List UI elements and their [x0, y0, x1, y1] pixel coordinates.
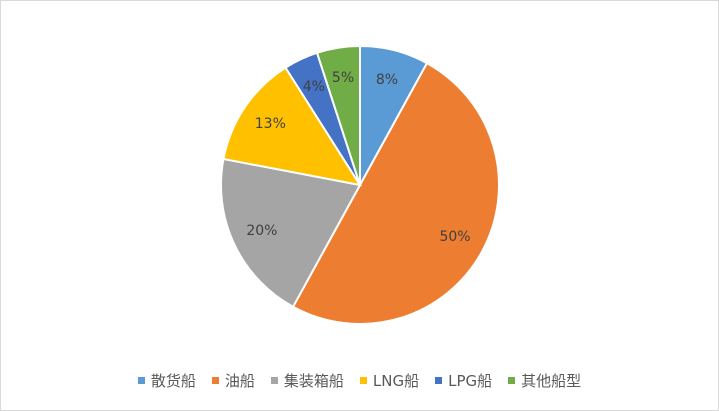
data-label-0: 8% — [376, 72, 398, 88]
data-label-1: 50% — [439, 229, 470, 245]
data-label-2: 20% — [246, 223, 277, 239]
legend-label-5: 其他船型 — [521, 372, 582, 390]
legend-swatch-4 — [435, 377, 443, 384]
legend-swatch-0 — [137, 377, 145, 384]
legend-item-1: 油船 — [211, 370, 255, 391]
legend-swatch-3 — [359, 377, 367, 384]
legend-item-2: 集装箱船 — [270, 370, 344, 391]
pie-slice-2 — [220, 157, 362, 309]
legend-label-4: LPG船 — [448, 372, 493, 390]
pie-slice-5 — [315, 44, 361, 186]
data-label-5: 5% — [332, 70, 354, 86]
legend-swatch-5 — [508, 377, 516, 384]
legend-label-2: 集装箱船 — [283, 372, 344, 390]
pie-slice-1 — [291, 61, 500, 325]
legend-item-4: LPG船 — [435, 370, 492, 391]
legend-swatch-2 — [270, 377, 278, 384]
pie-slice-3 — [222, 66, 363, 187]
legend-swatch-1 — [211, 377, 219, 384]
legend-label-3: LNG船 — [372, 372, 420, 390]
data-label-4: 4% — [303, 79, 325, 95]
legend-label-1: 油船 — [224, 372, 255, 390]
data-label-3: 13% — [255, 116, 286, 132]
legend: 散货船 油船 集装箱船 LNG船 LPG船 其他船型 — [0, 370, 719, 391]
legend-label-0: 散货船 — [150, 372, 196, 390]
legend-item-5: 其他船型 — [508, 370, 581, 391]
pie-slices — [220, 44, 500, 325]
legend-item-3: LNG船 — [359, 370, 420, 391]
data-labels: 8% 50% 20% 13% 4% 5% — [246, 70, 470, 245]
legend-item-0: 散货船 — [137, 370, 196, 391]
